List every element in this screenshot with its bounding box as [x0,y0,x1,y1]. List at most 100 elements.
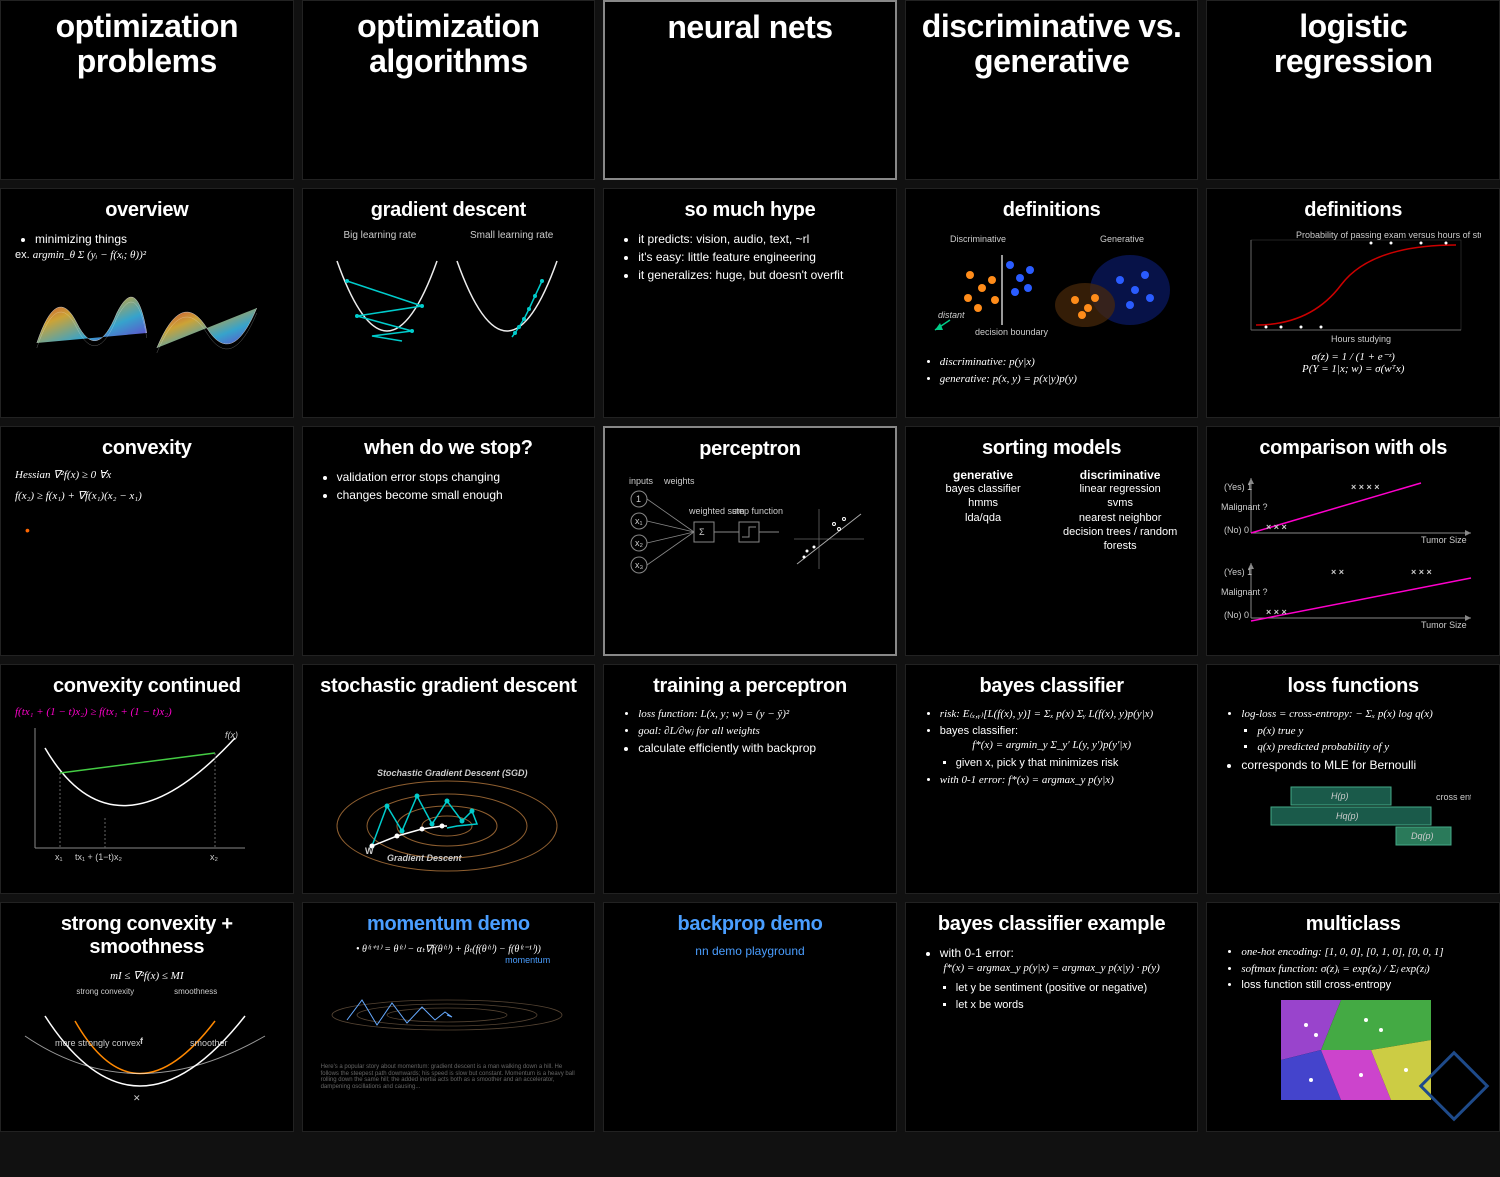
bullet: loss function still cross-entropy [1241,977,1485,994]
bullet: given x, pick y that minimizes risk [956,755,1184,772]
slide-gradient-descent[interactable]: gradient descent Big learning rate Small… [302,188,596,418]
svg-text:cross entropy: cross entropy [1436,792,1471,802]
bullet: softmax function: σ(z)ᵢ = exp(zᵢ) / Σⱼ e… [1241,961,1485,978]
svg-text:✕: ✕ [133,1093,141,1103]
svg-text:H(p): H(p) [1331,791,1349,801]
bullet: with 0-1 error: [940,944,1184,962]
slide-sgd[interactable]: stochastic gradient descent Stochastic G… [302,664,596,894]
bullet: discriminative: p(y|x) [940,354,1184,371]
slide-overview[interactable]: overview minimizing things ex. argmin_θ … [0,188,294,418]
slide-definitions-logreg[interactable]: definitions Probability of passing exam … [1206,188,1500,418]
slide-title: convexity continued [15,675,279,698]
svg-text:decision boundary: decision boundary [975,327,1049,337]
slide-perceptron[interactable]: perceptron inputs weights 1 x₁ x₂ x₃ Σ w… [603,426,897,656]
perceptron-diagram: inputs weights 1 x₁ x₂ x₃ Σ weighted sum… [619,469,879,609]
svg-text:Probability of passing exam ve: Probability of passing exam versus hours… [1296,230,1481,240]
sgd-plot: Stochastic Gradient Descent (SGD) Gradie… [317,706,577,876]
slide-title: sorting models [920,437,1184,460]
svg-text:x₂: x₂ [210,852,219,862]
slide-title: overview [15,199,279,222]
slide-title: loss functions [1221,675,1485,698]
big-lr-label: Big learning rate [343,230,416,241]
col-head: discriminative [1057,468,1184,482]
column-header-logistic-regression: logistic regression [1206,0,1500,180]
column-header-discriminative-vs-generative: discriminative vs. generative [905,0,1199,180]
svg-text:f: f [140,1036,144,1046]
column-header-optimization-problems: optimization problems [0,0,294,180]
bullet-list: loss function: L(x, y; w) = (y − ŷ)² goa… [618,706,882,757]
bullet: log-loss = cross-entropy: − Σₓ p(x) log … [1241,706,1485,723]
header-title: optimization problems [15,9,279,79]
bullet: risk: E₍ₓ,ᵧ₎[L(f(x), y)] = Σₓ p(x) Σᵧ L(… [940,706,1184,723]
demo-link[interactable]: nn demo playground [618,944,882,958]
slide-title: definitions [1221,199,1485,222]
formula: f(x₂) ≥ f(x₁) + ∇f(x₁)(x₂ − x₁) [15,489,279,502]
momentum-plot [317,965,577,1055]
svg-text:inputs: inputs [629,476,654,486]
slide-so-much-hype[interactable]: so much hype it predicts: vision, audio,… [603,188,897,418]
slide-backprop-demo[interactable]: backprop demo nn demo playground [603,902,897,1132]
slide-loss-functions[interactable]: loss functions log-loss = cross-entropy:… [1206,664,1500,894]
slide-title: perceptron [619,438,881,461]
svg-text:f(x): f(x) [225,730,238,740]
svg-text:1: 1 [636,494,641,504]
slide-bayes-classifier[interactable]: bayes classifier risk: E₍ₓ,ᵧ₎[L(f(x), y)… [905,664,1199,894]
column-header-optimization-algorithms: optimization algorithms [302,0,596,180]
svg-text:tx₁ + (1−t)x₂: tx₁ + (1−t)x₂ [75,852,123,862]
bullet: one-hot encoding: [1, 0, 0], [0, 1, 0], … [1241,944,1485,961]
multiclass-regions [1281,1000,1431,1100]
small-lr-label: Small learning rate [470,230,553,241]
svg-text:Dq(p): Dq(p) [1411,831,1434,841]
svg-text:× ×: × × [1331,567,1344,577]
convexity-curves: more strongly convex smoother f ✕ [15,996,275,1116]
svg-text:weights: weights [663,476,695,486]
bullet: it predicts: vision, audio, text, ~rl [638,230,882,248]
slide-strong-convexity[interactable]: strong convexity + smoothness mI ≤ ∇²f(x… [0,902,294,1132]
bullet-list: risk: E₍ₓ,ᵧ₎[L(f(x), y)] = Σₓ p(x) Σᵧ L(… [920,706,1184,739]
bullet-list: one-hot encoding: [1, 0, 0], [0, 1, 0], … [1221,944,1485,994]
svg-text:(Yes) 1: (Yes) 1 [1224,567,1252,577]
bullet: minimizing things [35,230,279,248]
svg-text:× × ×: × × × [1411,567,1432,577]
formula: P(Y = 1|x; w) = σ(wᵀx) [1221,363,1485,375]
slide-title: so much hype [618,199,882,222]
formula: f*(x) = argmax_y p(y|x) = argmax_y p(x|y… [920,962,1184,974]
bullet: bayes classifier: [940,723,1184,740]
column-header-neural-nets[interactable]: neural nets [603,0,897,180]
svg-text:Stochastic Gradient Descent (S: Stochastic Gradient Descent (SGD) [377,768,528,778]
bullet: validation error stops changing [337,468,581,486]
slide-training-perceptron[interactable]: training a perceptron loss function: L(x… [603,664,897,894]
svg-text:W: W [365,846,374,856]
svg-text:(No) 0: (No) 0 [1224,525,1249,535]
slide-title: stochastic gradient descent [317,675,581,698]
bullet-list: let y be sentiment (positive or negative… [920,980,1184,1013]
slide-when-stop[interactable]: when do we stop? validation error stops … [302,426,596,656]
bullet-list: given x, pick y that minimizes risk with… [920,755,1184,788]
slide-multiclass[interactable]: multiclass one-hot encoding: [1, 0, 0], … [1206,902,1500,1132]
slide-grid: optimization problems optimization algor… [0,0,1500,1177]
slide-definitions-discgen[interactable]: definitions Discriminative Generative de… [905,188,1199,418]
slide-bayes-example[interactable]: bayes classifier example with 0-1 error:… [905,902,1199,1132]
svg-text:more strongly convex: more strongly convex [55,1038,141,1048]
bullet: changes become small enough [337,486,581,504]
formula: Hessian ∇²f(x) ≥ 0 ∀x [15,468,279,481]
slide-title: convexity [15,437,279,460]
svg-text:Generative: Generative [1100,234,1144,244]
col-head: generative [920,468,1047,482]
bullet: it's easy: little feature engineering [638,248,882,266]
formula-label: ex. [15,249,30,261]
svg-text:Hq(p): Hq(p) [1336,811,1359,821]
slide-title: gradient descent [317,199,581,222]
formula: f*(x) = argmin_y Σ_y′ L(y, y′)p(y′|x) [920,739,1184,751]
svg-text:Σ: Σ [699,527,705,537]
slide-convexity[interactable]: convexity Hessian ∇²f(x) ≥ 0 ∀x f(x₂) ≥ … [0,426,294,656]
svg-text:Hours studying: Hours studying [1331,334,1391,344]
slide-momentum-demo[interactable]: momentum demo • θ⁽ᵗ⁺¹⁾ = θ⁽ᵗ⁾ − αₜ∇f(θ⁽ᵗ… [302,902,596,1132]
slide-comparison-ols[interactable]: comparison with ols (Yes) 1 (No) 0 Malig… [1206,426,1500,656]
formula: • θ⁽ᵗ⁺¹⁾ = θ⁽ᵗ⁾ − αₜ∇f(θ⁽ᵗ⁾) + βₜ(f(θ⁽ᵗ⁾… [317,944,581,955]
slide-sorting-models[interactable]: sorting models generative bayes classifi… [905,426,1199,656]
slide-title: bayes classifier example [920,913,1184,936]
bullet: corresponds to MLE for Bernoulli [1241,756,1485,774]
header-title: logistic regression [1221,9,1485,79]
slide-convexity-continued[interactable]: convexity continued f(tx₁ + (1 − t)x₂) ≥… [0,664,294,894]
